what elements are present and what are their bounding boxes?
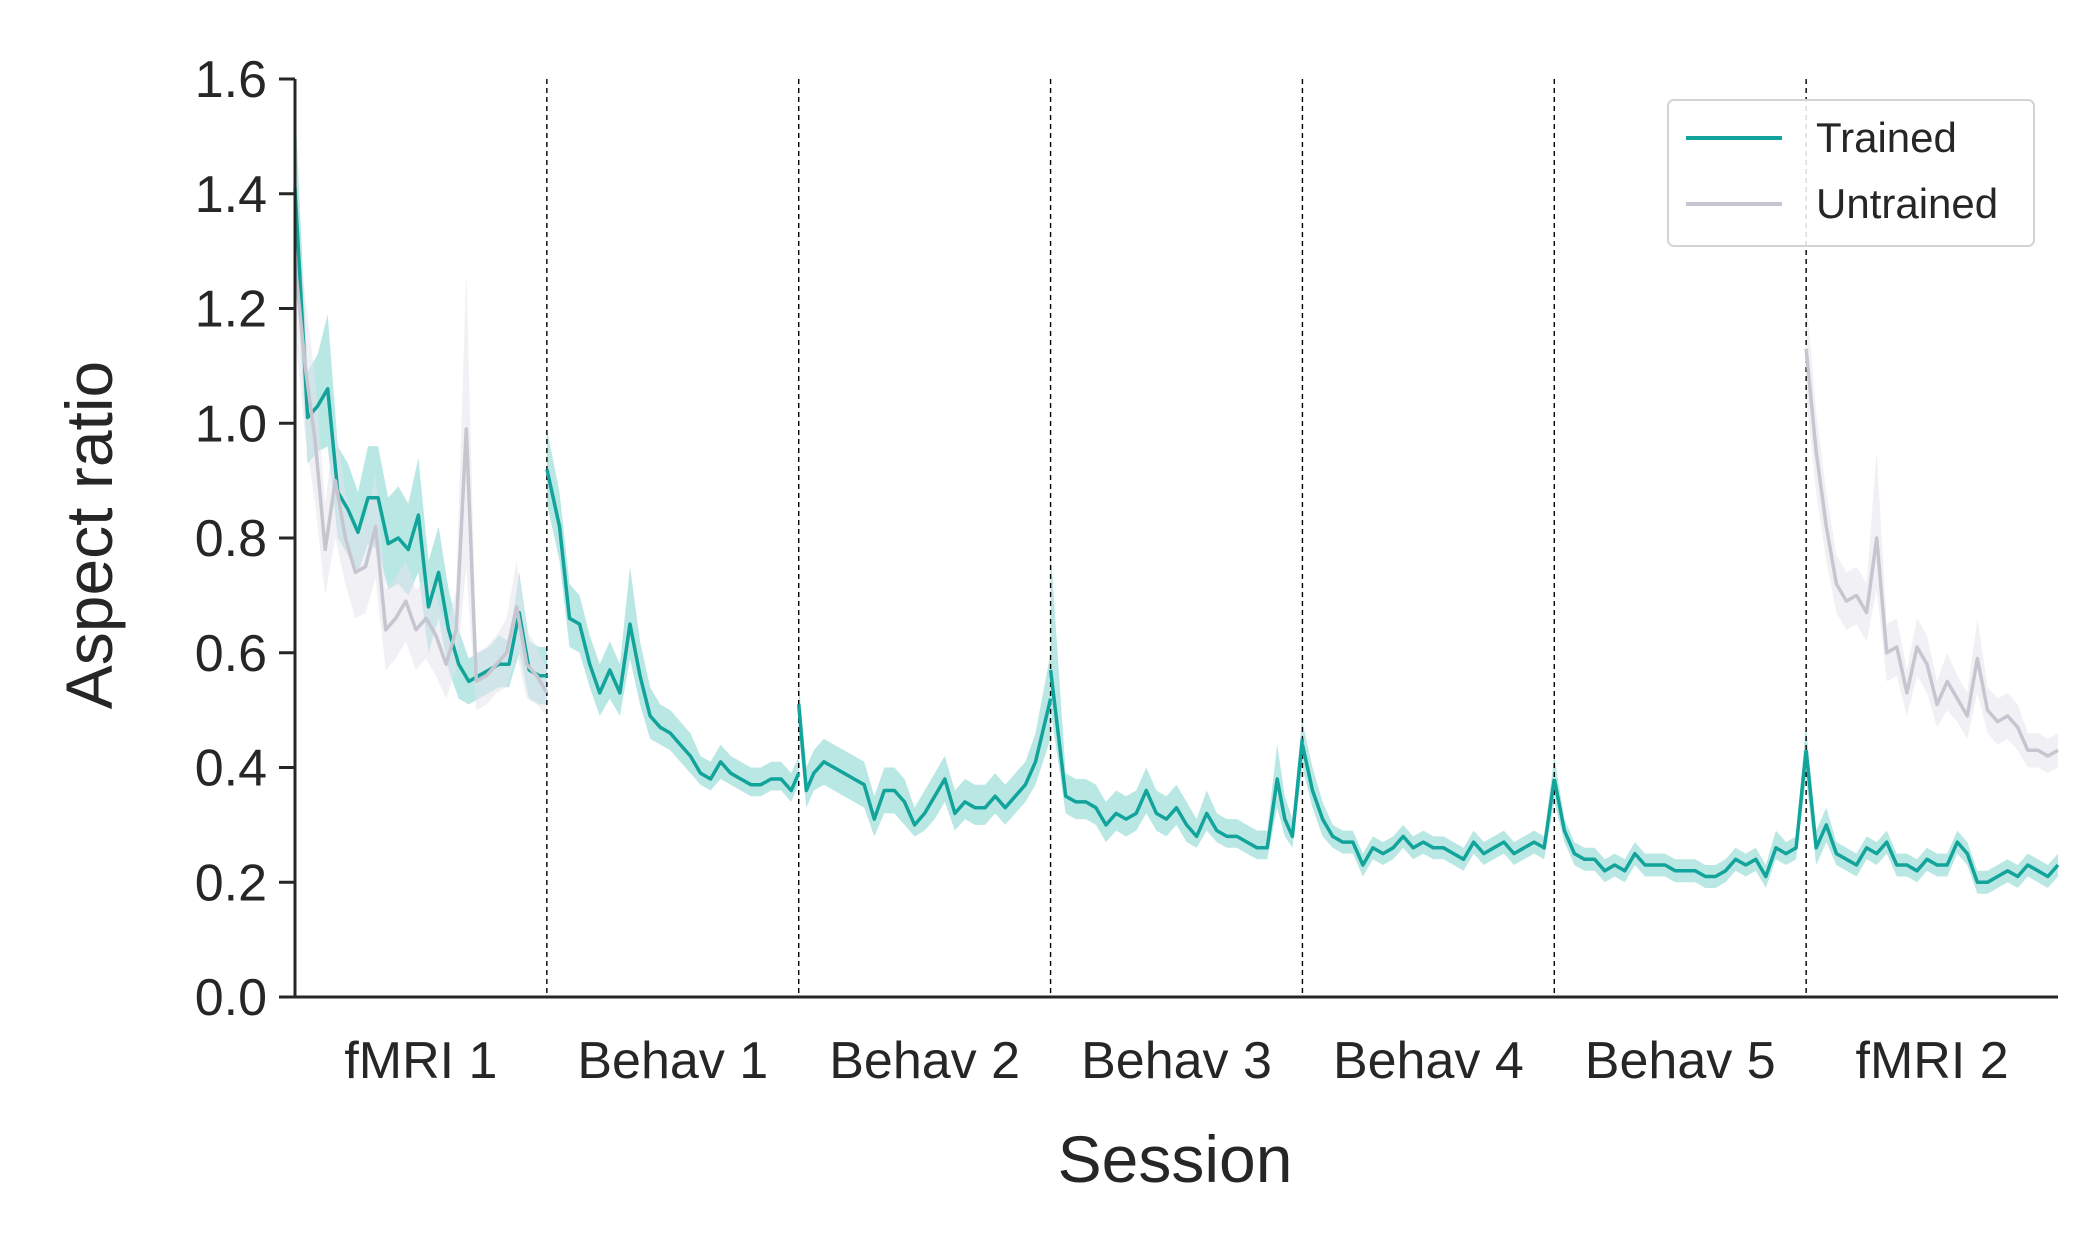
legend: Trained Untrained: [1667, 99, 2035, 247]
legend-label-untrained: Untrained: [1816, 180, 1998, 227]
y-tick-label: 0.2: [195, 854, 267, 912]
band-untrained-fmri-1: [295, 193, 547, 716]
band-trained-fmri-2: [1806, 727, 2058, 894]
session-label: Behav 4: [1333, 1032, 1524, 1090]
y-tick-label: 0.8: [195, 510, 267, 568]
line-trained-behav-2: [796, 698, 1053, 827]
line-trained-behav-5: [1552, 750, 1808, 879]
y-axis-title: Aspect ratio: [52, 361, 126, 710]
y-tick-label: 1.6: [195, 51, 267, 109]
y-tick-label: 1.0: [195, 395, 267, 453]
session-label: fMRI 2: [1856, 1032, 2009, 1090]
y-tick-label: 0.6: [195, 625, 267, 683]
session-label: Behav 5: [1585, 1032, 1776, 1090]
band-trained-behav-3: [1050, 549, 1303, 860]
line-trained-behav-3: [1048, 669, 1305, 850]
y-tick-label: 0.4: [195, 740, 267, 798]
x-axis-title: Session: [1058, 1122, 1293, 1196]
band-trained-behav-2: [798, 652, 1051, 837]
line-trained-behav-1: [545, 468, 801, 793]
y-tick-label: 1.4: [195, 166, 267, 224]
session-label: Behav 3: [1081, 1032, 1272, 1090]
line-untrained-fmri-1: [293, 262, 549, 694]
session-label: Behav 2: [829, 1032, 1020, 1090]
y-tick-label: 1.2: [195, 281, 267, 339]
band-trained-behav-1: [546, 429, 799, 802]
line-untrained-fmri-2: [1804, 348, 2059, 758]
legend-label-trained: Trained: [1816, 114, 1957, 161]
line-trained-fmri-2: [1804, 750, 2060, 885]
line-trained-behav-4: [1300, 744, 1557, 867]
series-lines: [293, 187, 2060, 885]
session-labels: fMRI 1 Behav 1 Behav 2 Behav 3 Behav 4 Behav …: [344, 1032, 2008, 1090]
session-label: fMRI 1: [344, 1032, 497, 1090]
y-tick-label: 0.0: [195, 969, 267, 1027]
session-label: Behav 1: [577, 1032, 768, 1090]
y-ticks: 0.0 0.2 0.4 0.6 0.8 1.0 1.2 1.4 1.6: [195, 51, 295, 1027]
